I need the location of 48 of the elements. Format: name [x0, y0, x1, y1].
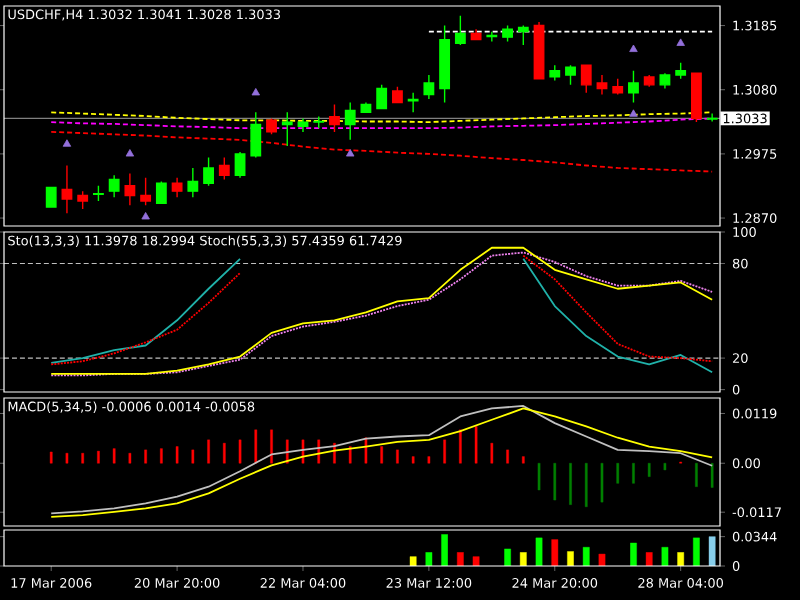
candlestick [108, 174, 120, 198]
point [676, 38, 685, 46]
candlestick [565, 64, 576, 86]
candlestick [218, 156, 230, 181]
candlestick [391, 85, 403, 104]
candlestick [580, 64, 592, 94]
candlestick [454, 15, 466, 46]
candlestick [659, 72, 671, 90]
candlestick [439, 24, 451, 104]
candlestick [690, 72, 702, 123]
candlestick [360, 101, 372, 114]
line-series [50, 130, 714, 173]
point [141, 212, 150, 220]
candlestick [61, 164, 73, 214]
candlestick [250, 111, 262, 159]
candlestick [344, 101, 356, 141]
candlestick [187, 167, 199, 198]
candlestick [45, 186, 57, 208]
point [251, 88, 260, 96]
candlestick [266, 117, 277, 136]
candlestick [77, 190, 89, 210]
candlestick [124, 172, 136, 206]
candlestick [155, 180, 167, 205]
candlestick [706, 112, 718, 123]
candlestick [549, 64, 561, 82]
point [629, 44, 638, 52]
point [629, 109, 638, 117]
candlestick [203, 156, 214, 187]
candlestick [140, 177, 152, 206]
candlestick [533, 21, 545, 80]
candlestick [502, 24, 513, 43]
candlestick [423, 74, 435, 100]
candlestick [407, 92, 419, 114]
candlestick [376, 84, 388, 110]
candlestick [329, 103, 340, 133]
candlestick [596, 74, 608, 96]
candlestick [643, 74, 655, 88]
candlestick [486, 30, 498, 43]
candlestick [234, 151, 246, 179]
candlestick [628, 70, 639, 104]
point [346, 149, 355, 157]
candlestick [470, 28, 482, 41]
candlestick [675, 62, 687, 80]
candlestick [297, 117, 309, 133]
candlestick [612, 78, 624, 96]
candlestick [171, 177, 183, 198]
point [125, 149, 135, 157]
point [62, 139, 72, 147]
